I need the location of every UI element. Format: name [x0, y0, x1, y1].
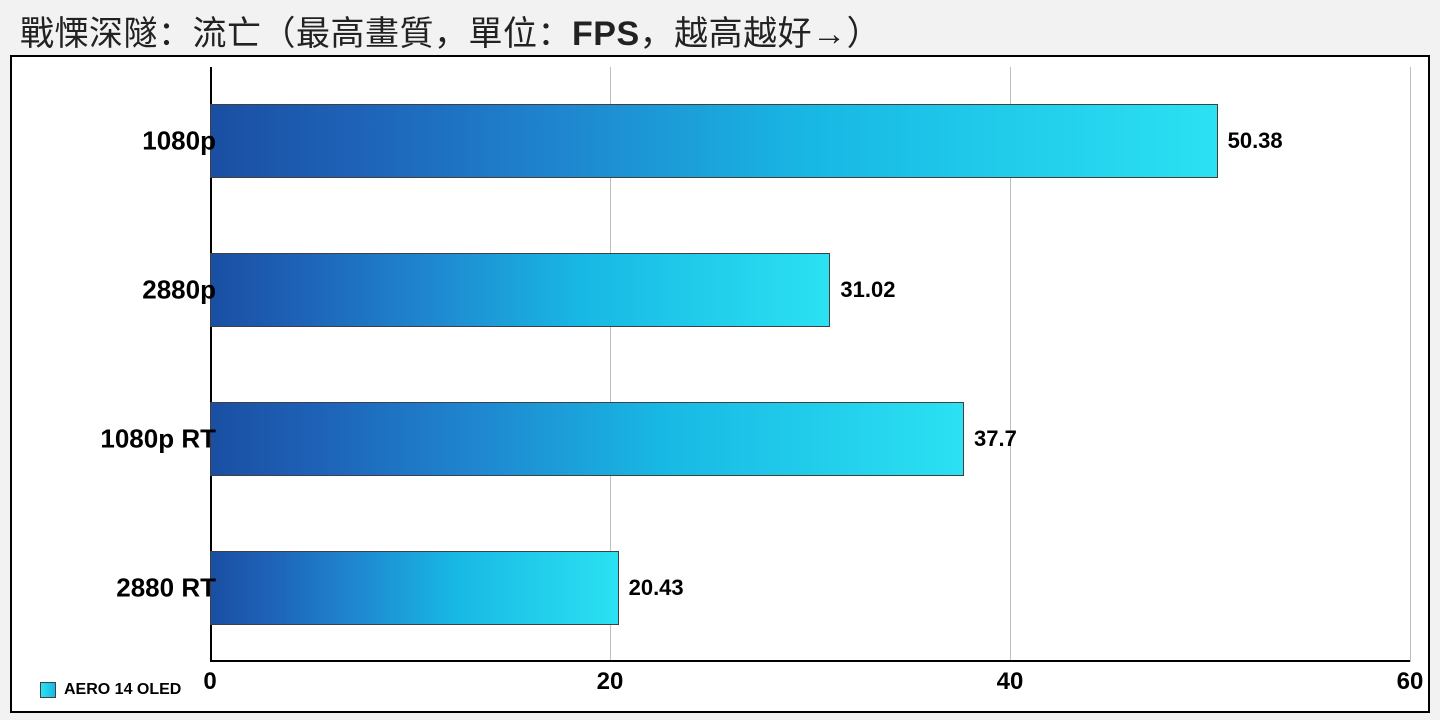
- bar-value-label: 31.02: [840, 277, 895, 303]
- category-label: 1080p RT: [100, 423, 216, 454]
- chart-title: 戰慄深隧：流亡（最高畫質，單位：FPS，越高越好→）: [20, 6, 881, 55]
- bar-value-label: 37.7: [974, 426, 1017, 452]
- x-tick-label: 20: [597, 668, 624, 696]
- category-label: 1080p: [142, 126, 216, 157]
- legend: AERO 14 OLED: [40, 681, 181, 699]
- title-suffix: ，越高越好→）: [640, 15, 882, 53]
- x-axis: [210, 660, 1410, 662]
- chart-frame: AERO 14 OLED 0 20 40 60 50.38 31.02 37.7…: [10, 55, 1430, 713]
- category-label: 2880 RT: [116, 572, 216, 603]
- title-bold: FPS: [572, 15, 640, 53]
- bar-value-label: 20.43: [629, 575, 684, 601]
- x-tick-label: 0: [203, 668, 216, 696]
- bar: [210, 551, 619, 625]
- title-prefix: 戰慄深隧：流亡（最高畫質，單位：: [20, 15, 572, 53]
- category-label: 2880p: [142, 275, 216, 306]
- bar-value-label: 50.38: [1228, 128, 1283, 154]
- x-tick-label: 40: [997, 668, 1024, 696]
- legend-swatch: [40, 682, 56, 698]
- bar: [210, 402, 964, 476]
- gridline: [1410, 67, 1411, 662]
- legend-label: AERO 14 OLED: [64, 681, 181, 699]
- bar: [210, 104, 1218, 178]
- plot-area: 0 20 40 60 50.38 31.02 37.7 20.43: [210, 67, 1410, 662]
- x-tick-label: 60: [1397, 668, 1424, 696]
- bar: [210, 253, 830, 327]
